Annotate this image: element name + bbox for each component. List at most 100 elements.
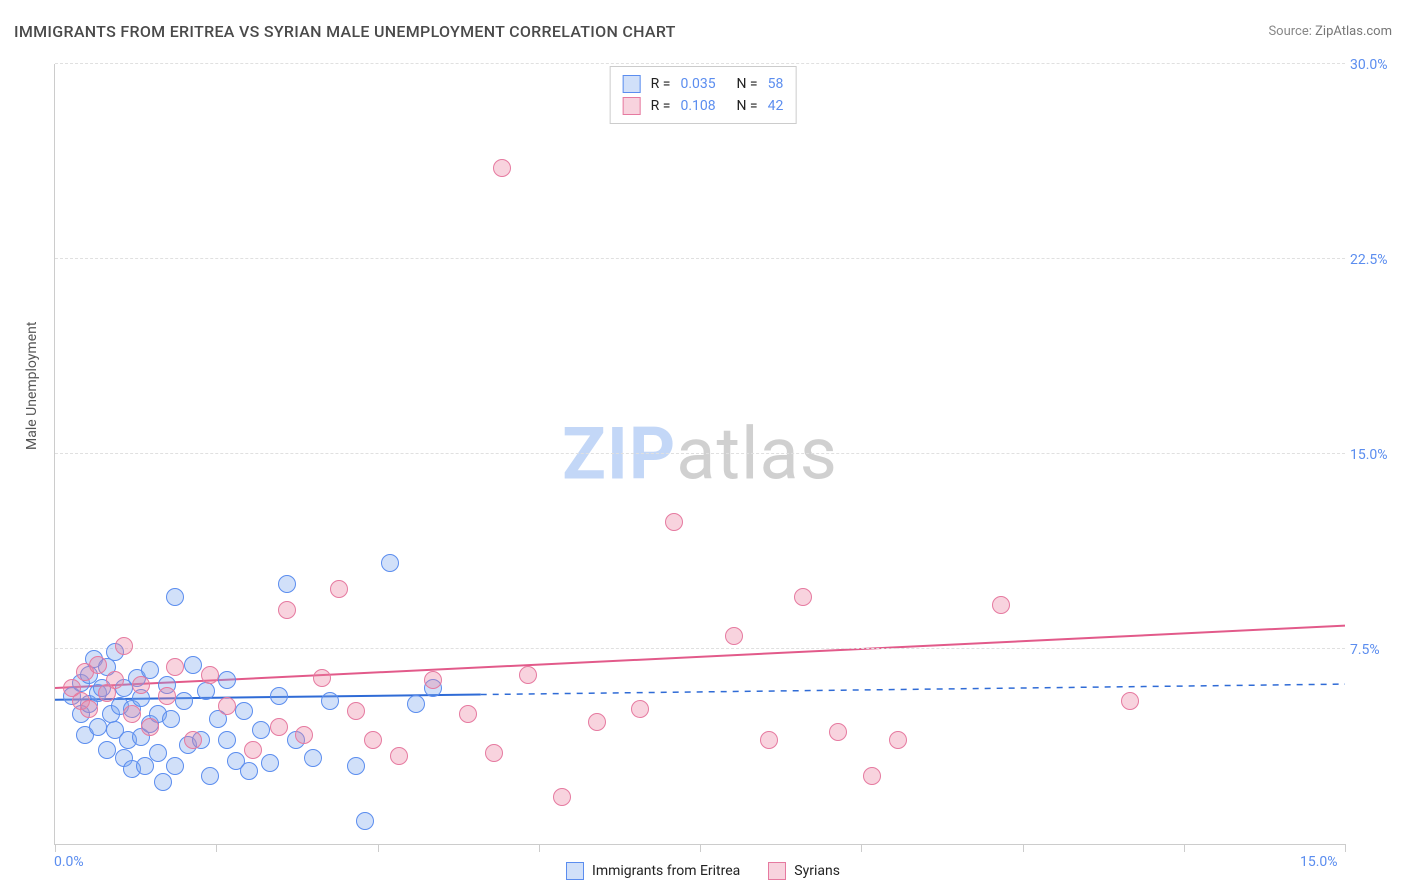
data-point bbox=[98, 741, 116, 759]
data-point bbox=[106, 671, 124, 689]
gridline bbox=[55, 63, 1345, 64]
data-point bbox=[218, 731, 236, 749]
data-point bbox=[261, 754, 279, 772]
data-point bbox=[89, 656, 107, 674]
n-label: N = bbox=[736, 76, 757, 92]
data-point bbox=[184, 731, 202, 749]
data-point bbox=[407, 695, 425, 713]
data-point bbox=[158, 687, 176, 705]
data-point bbox=[424, 671, 442, 689]
x-tick bbox=[539, 844, 540, 852]
data-point bbox=[184, 656, 202, 674]
data-point bbox=[278, 601, 296, 619]
legend-swatch bbox=[623, 75, 641, 93]
data-point bbox=[347, 757, 365, 775]
data-point bbox=[252, 721, 270, 739]
y-axis-title: Male Unemployment bbox=[24, 322, 40, 450]
data-point bbox=[270, 718, 288, 736]
x-tick-label: 0.0% bbox=[54, 854, 84, 870]
y-tick-label: 22.5% bbox=[1350, 252, 1405, 268]
data-point bbox=[304, 749, 322, 767]
watermark: ZIPatlas bbox=[562, 412, 838, 497]
data-point bbox=[235, 702, 253, 720]
x-tick bbox=[700, 844, 701, 852]
data-point bbox=[493, 159, 511, 177]
data-point bbox=[201, 767, 219, 785]
data-point bbox=[519, 666, 537, 684]
data-point bbox=[132, 676, 150, 694]
data-point bbox=[347, 702, 365, 720]
n-label: N = bbox=[736, 98, 757, 114]
r-label: R = bbox=[651, 98, 671, 114]
chart-container: IMMIGRANTS FROM ERITREA VS SYRIAN MALE U… bbox=[0, 0, 1406, 892]
data-point bbox=[992, 596, 1010, 614]
n-value: 58 bbox=[768, 76, 784, 92]
source-value: ZipAtlas.com bbox=[1315, 24, 1392, 39]
data-point bbox=[240, 762, 258, 780]
legend-swatch bbox=[768, 862, 786, 880]
data-point bbox=[364, 731, 382, 749]
y-tick-label: 30.0% bbox=[1350, 57, 1405, 73]
x-tick bbox=[1345, 844, 1346, 852]
data-point bbox=[485, 744, 503, 762]
x-tick bbox=[55, 844, 56, 852]
data-point bbox=[154, 773, 172, 791]
x-tick-label: 15.0% bbox=[1300, 854, 1338, 870]
data-point bbox=[123, 705, 141, 723]
data-point bbox=[330, 580, 348, 598]
watermark-zip: ZIP bbox=[562, 412, 676, 497]
chart-title: IMMIGRANTS FROM ERITREA VS SYRIAN MALE U… bbox=[14, 22, 676, 41]
gridline bbox=[55, 258, 1345, 259]
source-attribution: Source: ZipAtlas.com bbox=[1268, 24, 1392, 39]
data-point bbox=[321, 692, 339, 710]
data-point bbox=[313, 669, 331, 687]
regression-line-extrapolated bbox=[481, 684, 1345, 694]
x-tick bbox=[216, 844, 217, 852]
data-point bbox=[1121, 692, 1139, 710]
data-point bbox=[390, 747, 408, 765]
data-point bbox=[218, 671, 236, 689]
legend-label: Immigrants from Eritrea bbox=[592, 863, 740, 879]
data-point bbox=[244, 741, 262, 759]
regression-line bbox=[55, 626, 1345, 688]
data-point bbox=[270, 687, 288, 705]
legend-item: Syrians bbox=[768, 862, 840, 880]
source-label: Source: bbox=[1268, 24, 1311, 39]
legend-row: R =0.035N =58 bbox=[623, 73, 784, 95]
legend-label: Syrians bbox=[794, 863, 840, 879]
data-point bbox=[725, 627, 743, 645]
data-point bbox=[760, 731, 778, 749]
correlation-legend: R =0.035N =58R =0.108N =42 bbox=[610, 66, 797, 124]
x-tick bbox=[861, 844, 862, 852]
data-point bbox=[166, 588, 184, 606]
data-point bbox=[218, 697, 236, 715]
data-point bbox=[665, 513, 683, 531]
data-point bbox=[278, 575, 296, 593]
data-point bbox=[162, 710, 180, 728]
data-point bbox=[80, 700, 98, 718]
series-legend: Immigrants from Eritrea Syrians bbox=[0, 862, 1406, 884]
data-point bbox=[553, 788, 571, 806]
y-tick-label: 7.5% bbox=[1350, 642, 1405, 658]
regression-layer bbox=[55, 64, 1345, 844]
plot-area: ZIPatlas 7.5%15.0%22.5%30.0% bbox=[54, 64, 1345, 845]
x-tick bbox=[1184, 844, 1185, 852]
data-point bbox=[588, 713, 606, 731]
data-point bbox=[197, 682, 215, 700]
n-value: 42 bbox=[768, 98, 784, 114]
data-point bbox=[863, 767, 881, 785]
x-tick bbox=[1023, 844, 1024, 852]
r-value: 0.035 bbox=[680, 76, 726, 92]
data-point bbox=[794, 588, 812, 606]
data-point bbox=[175, 692, 193, 710]
legend-swatch bbox=[566, 862, 584, 880]
legend-swatch bbox=[623, 97, 641, 115]
data-point bbox=[381, 554, 399, 572]
data-point bbox=[889, 731, 907, 749]
gridline bbox=[55, 648, 1345, 649]
watermark-atlas: atlas bbox=[676, 412, 838, 497]
gridline bbox=[55, 453, 1345, 454]
data-point bbox=[115, 637, 133, 655]
data-point bbox=[166, 757, 184, 775]
data-point bbox=[166, 658, 184, 676]
